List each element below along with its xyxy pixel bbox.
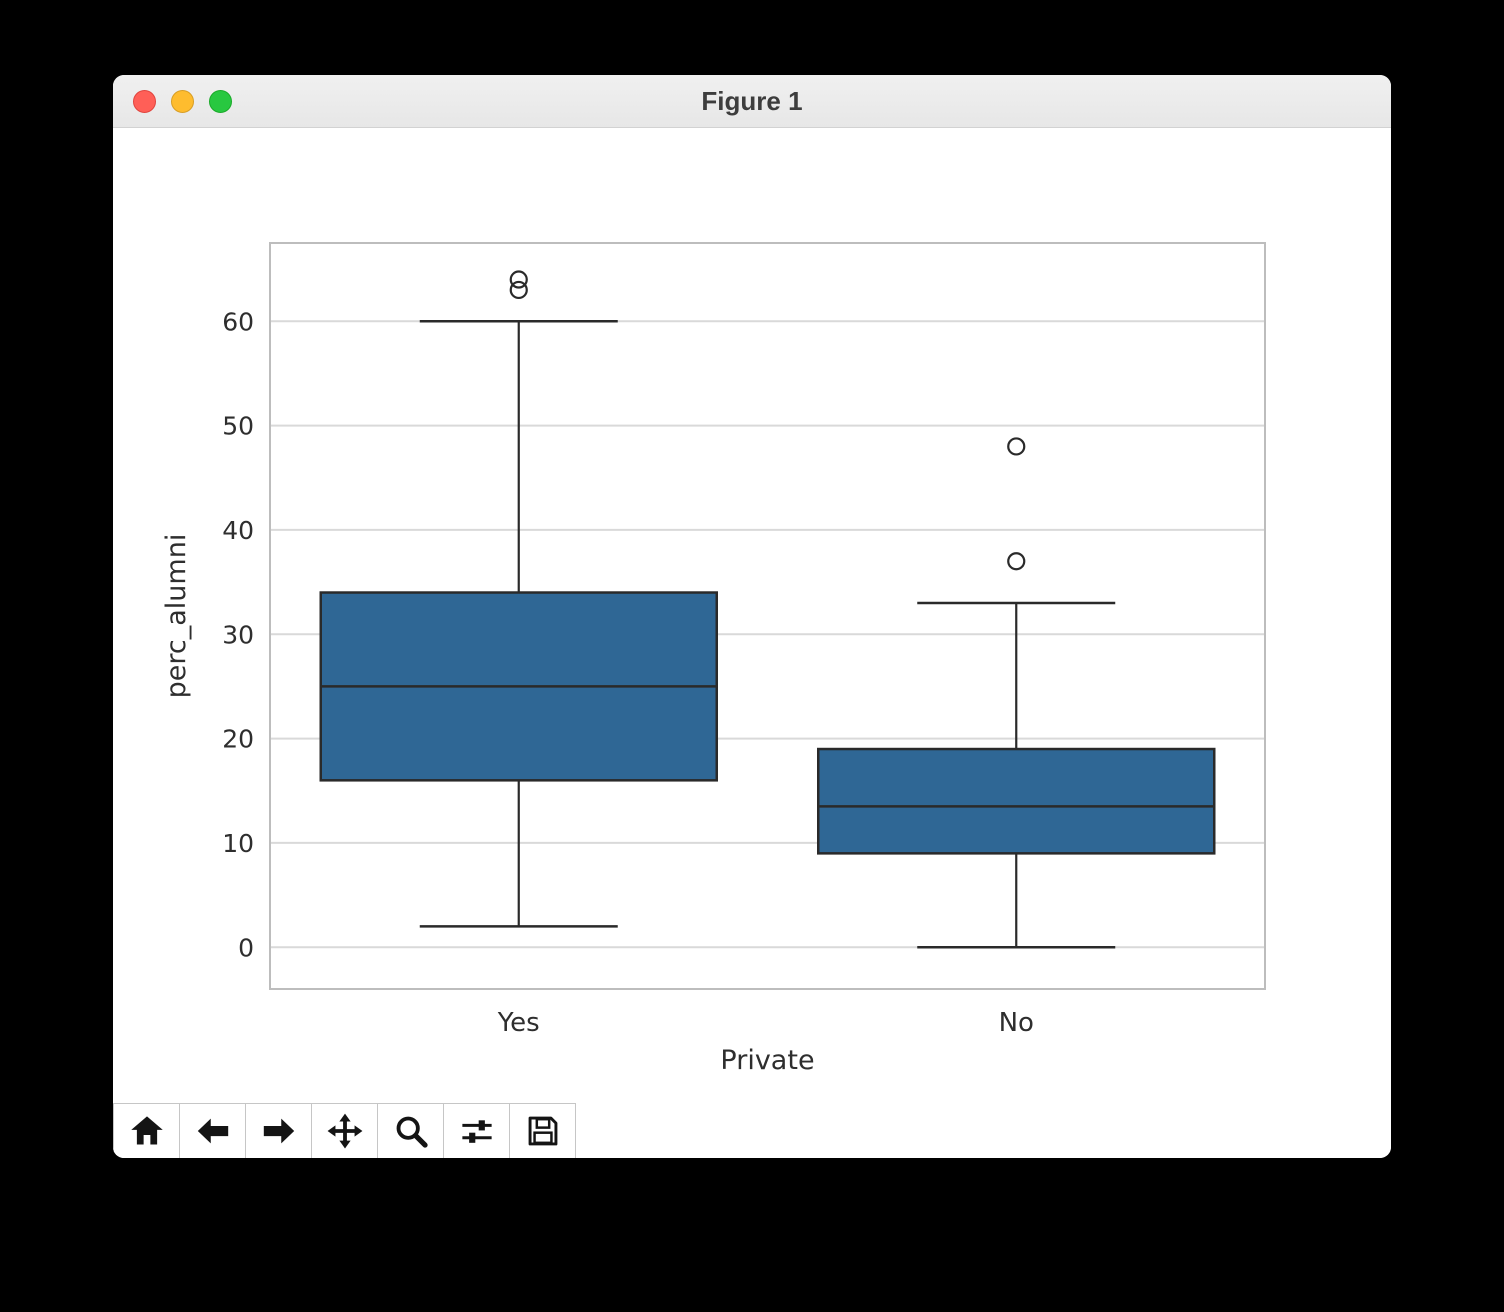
close-button[interactable] bbox=[133, 89, 156, 113]
title-bar[interactable]: Figure 1 bbox=[113, 75, 1391, 128]
back-arrow-icon bbox=[197, 1118, 228, 1144]
configure-subplots-sliders-icon bbox=[461, 1120, 492, 1143]
outlier-point bbox=[1007, 552, 1026, 571]
box-group-yes bbox=[319, 270, 718, 928]
y-tick-label: 30 bbox=[222, 620, 254, 649]
pan-move-icon bbox=[327, 1113, 362, 1149]
box-group-no bbox=[817, 437, 1216, 949]
toolbar-home-button[interactable] bbox=[113, 1103, 180, 1158]
save-floppy-icon bbox=[528, 1116, 557, 1146]
y-tick-label: 50 bbox=[222, 412, 254, 441]
traffic-lights bbox=[133, 75, 232, 127]
toolbar-subplots-button[interactable] bbox=[443, 1103, 510, 1158]
figure-window: Figure 1 0 10 20 30 40 50 60 Yes No Private perc_a… bbox=[113, 75, 1391, 1158]
boxplot-svg: 0 10 20 30 40 50 60 Yes No Private perc_alumni bbox=[161, 242, 1266, 1076]
toolbar-back-button[interactable] bbox=[179, 1103, 246, 1158]
x-tick-label: No bbox=[999, 1008, 1034, 1038]
zoom-magnifier-icon bbox=[396, 1116, 428, 1148]
toolbar-pan-button[interactable] bbox=[311, 1103, 378, 1158]
y-axis-label: perc_alumni bbox=[161, 534, 192, 699]
x-axis-label: Private bbox=[720, 1045, 814, 1076]
iqr-box bbox=[817, 747, 1216, 855]
navigation-toolbar bbox=[113, 1103, 1391, 1158]
fullscreen-button[interactable] bbox=[209, 89, 232, 113]
outlier-point bbox=[509, 280, 528, 300]
minimize-button[interactable] bbox=[171, 89, 194, 113]
home-icon bbox=[130, 1116, 163, 1145]
y-tick-label: 10 bbox=[222, 829, 254, 858]
toolbar-zoom-button[interactable] bbox=[377, 1103, 444, 1158]
forward-arrow-icon bbox=[263, 1118, 294, 1144]
y-tick-label: 60 bbox=[222, 307, 254, 336]
axes-frame bbox=[269, 242, 1266, 990]
figure-canvas[interactable]: 0 10 20 30 40 50 60 Yes No Private perc_alumni bbox=[113, 128, 1391, 1103]
y-tick-label: 0 bbox=[238, 933, 254, 962]
toolbar-save-button[interactable] bbox=[509, 1103, 576, 1158]
y-tick-label: 40 bbox=[222, 516, 254, 545]
x-tick-label: Yes bbox=[497, 1008, 540, 1038]
window-title: Figure 1 bbox=[701, 85, 803, 116]
outlier-point bbox=[1007, 437, 1026, 456]
toolbar-forward-button[interactable] bbox=[245, 1103, 312, 1158]
outlier-point bbox=[509, 270, 528, 289]
y-tick-label: 20 bbox=[222, 725, 254, 754]
